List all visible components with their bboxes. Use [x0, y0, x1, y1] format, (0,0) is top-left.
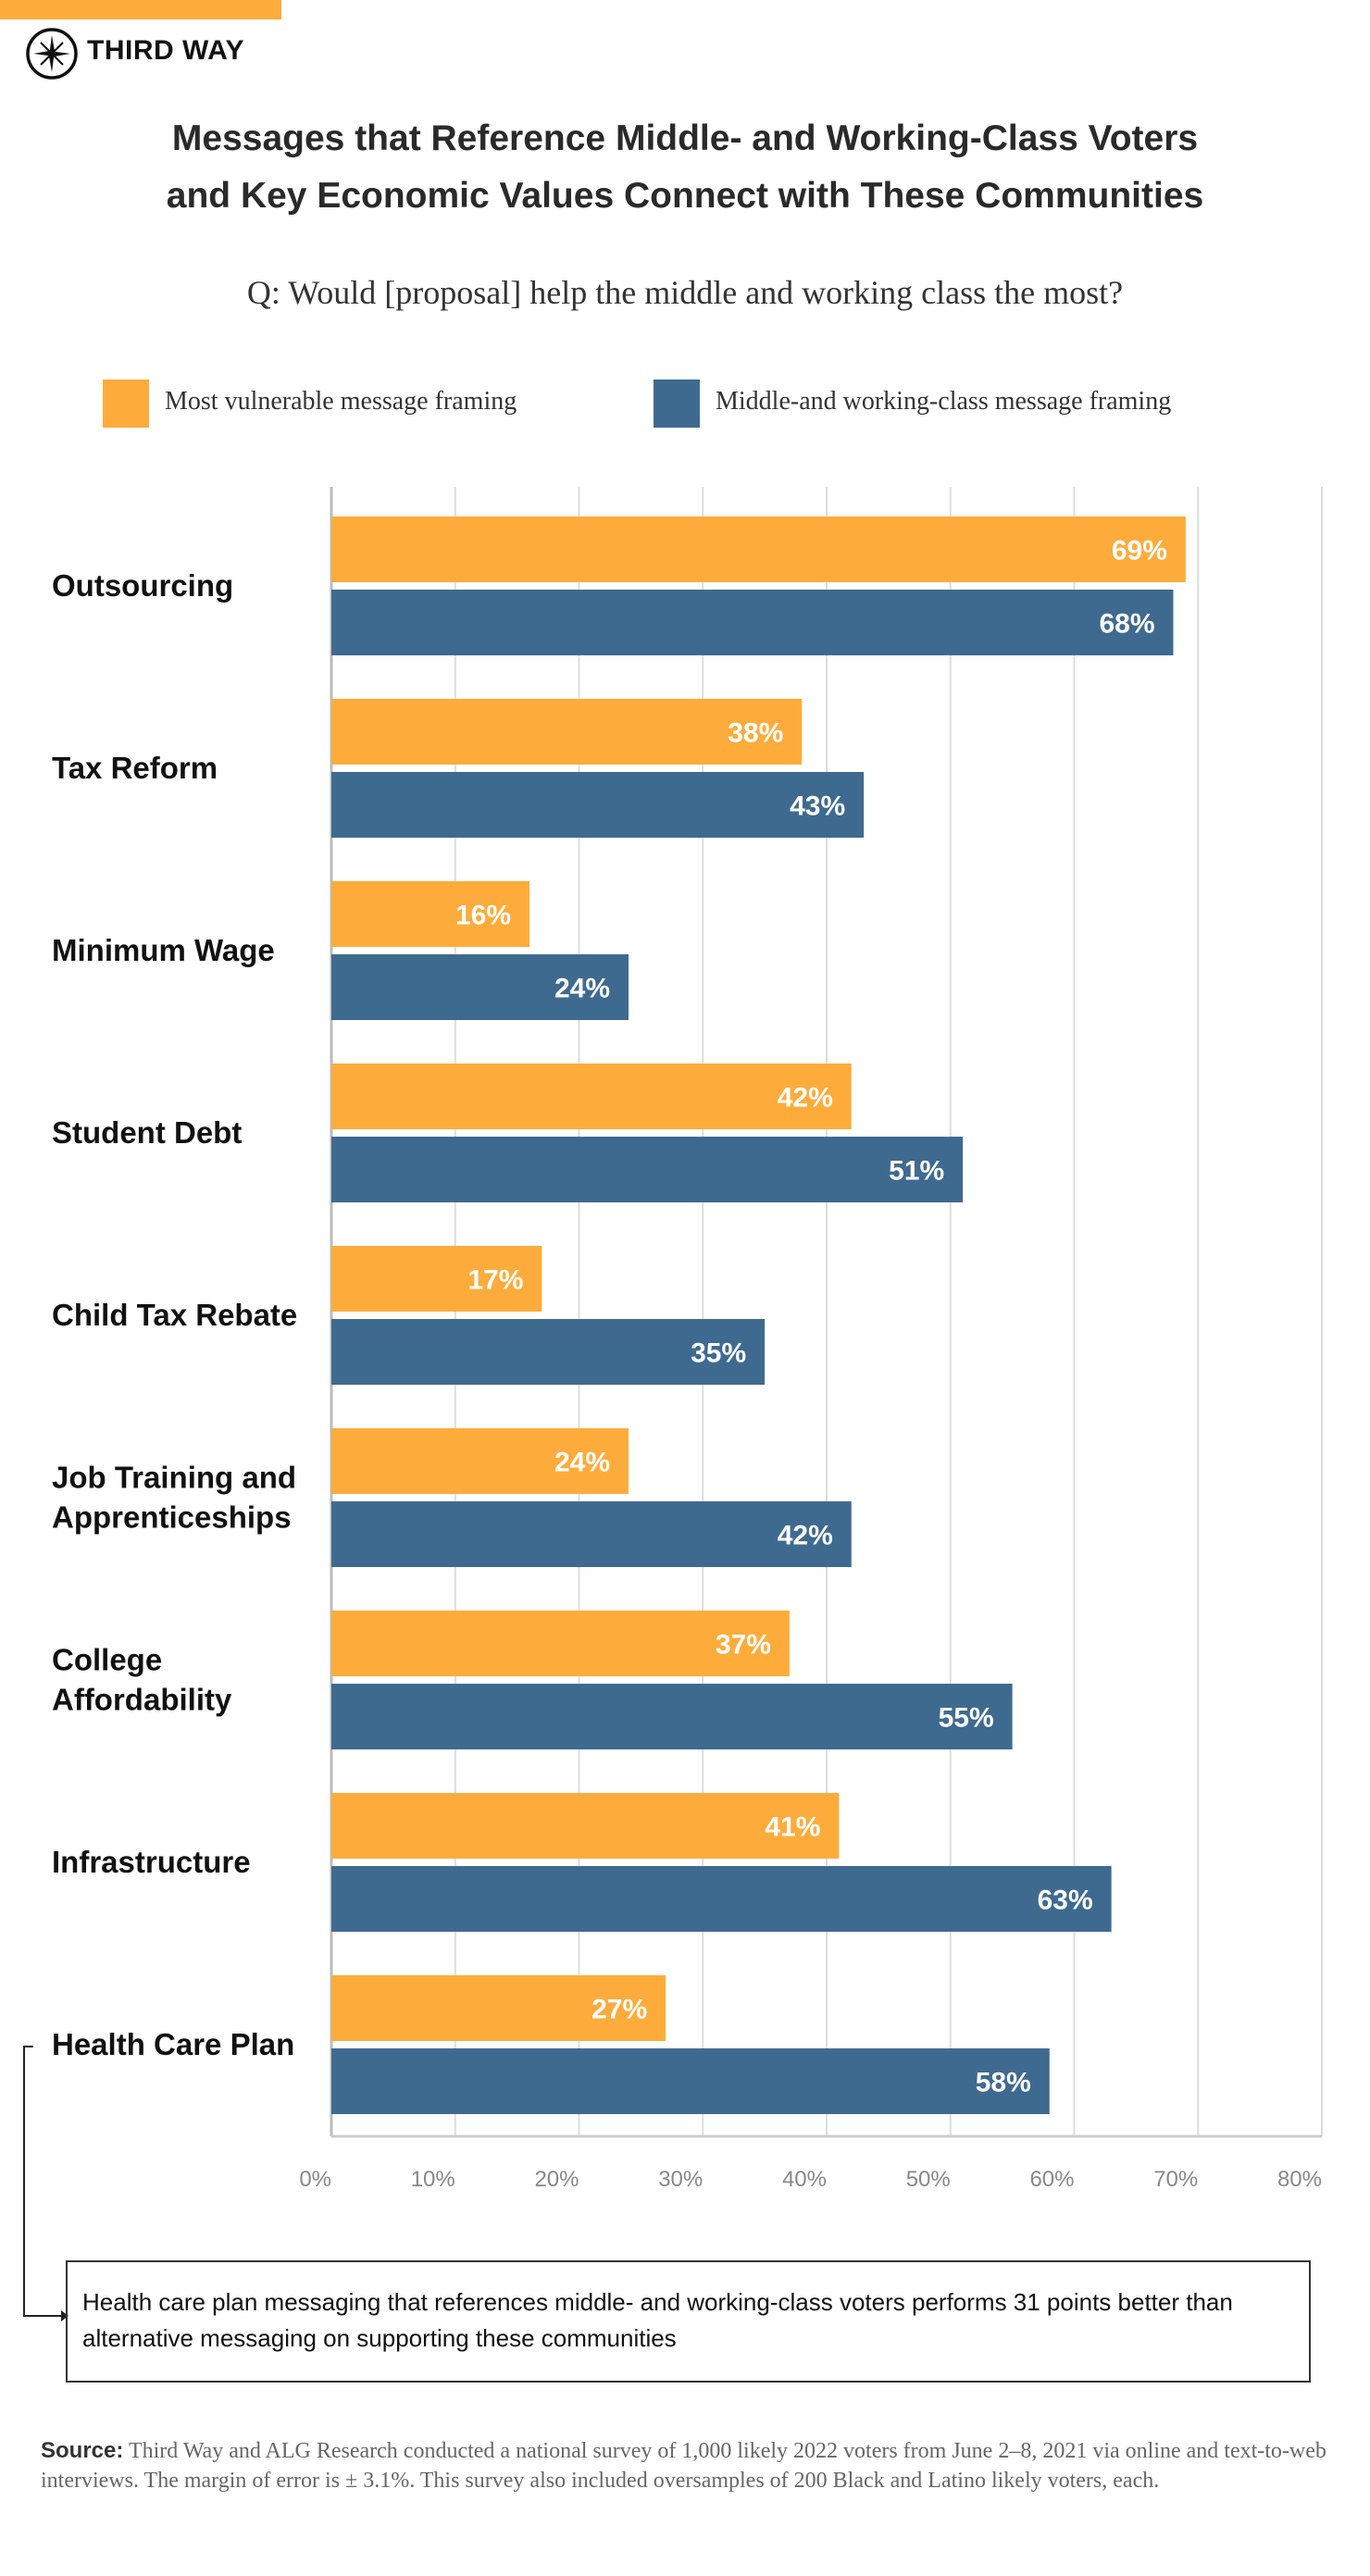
category-label: Minimum Wage: [52, 933, 275, 967]
legend-label-middle-working: Middle-and working-class message framing: [716, 387, 1172, 416]
category-label: Student Debt: [52, 1115, 242, 1150]
bar-middle-working: [331, 954, 629, 1020]
category-label: College: [52, 1643, 162, 1677]
accent-bar: [0, 0, 281, 19]
category-label: Apprenticeships: [52, 1500, 292, 1535]
chart-subtitle: Q: Would [proposal] help the middle and …: [246, 274, 1124, 311]
bar-middle-working: [331, 1866, 1112, 1932]
category-label: Outsourcing: [52, 568, 233, 603]
x-tick-label: 0%: [299, 2167, 331, 2192]
x-tick-label: 50%: [906, 2167, 951, 2192]
compass-logo-icon: [26, 28, 78, 80]
bar-value-label: 42%: [778, 1083, 833, 1114]
bar-value-label: 37%: [716, 1630, 771, 1661]
source-label: Source:: [41, 2438, 124, 2463]
bar-value-label: 41%: [765, 1812, 820, 1843]
bar-value-label: 27%: [592, 1995, 647, 2025]
bar-vulnerable: [331, 1793, 840, 1859]
bar-vulnerable: [331, 516, 1186, 582]
bar-vulnerable: [331, 1428, 629, 1494]
bar-value-label: 16%: [455, 901, 511, 931]
bar-vulnerable: [331, 699, 803, 765]
x-tick-label: 30%: [658, 2167, 703, 2192]
callout-connector-arrow-icon: [23, 2046, 68, 2321]
legend-swatch-vulnerable: [103, 380, 149, 428]
bar-value-label: 69%: [1112, 536, 1167, 566]
x-tick-label: 20%: [534, 2167, 579, 2192]
category-label: Health Care Plan: [52, 2027, 294, 2061]
bar-value-label: 58%: [976, 2068, 1031, 2098]
bar-value-label: 42%: [778, 1521, 833, 1551]
x-tick-label: 60%: [1029, 2167, 1074, 2192]
x-tick-label: 10%: [411, 2167, 455, 2192]
bar-middle-working: [331, 2048, 1050, 2114]
category-label: Child Tax Rebate: [52, 1298, 297, 1332]
bar-value-label: 68%: [1099, 609, 1154, 640]
category-label: Job Training and: [52, 1461, 296, 1495]
source-note: Source: Third Way and ALG Research condu…: [41, 2436, 1337, 2495]
category-label: Tax Reform: [52, 751, 218, 785]
bar-middle-working: [331, 772, 865, 838]
bar-value-label: 51%: [889, 1156, 944, 1187]
bar-middle-working: [331, 1684, 1013, 1749]
bar-vulnerable: [331, 1611, 790, 1676]
x-tick-label: 40%: [782, 2167, 827, 2192]
category-label: Infrastructure: [52, 1845, 251, 1879]
bar-value-label: 35%: [691, 1338, 746, 1369]
bar-vulnerable: [331, 881, 529, 947]
bar-middle-working: [331, 1319, 766, 1385]
bar-middle-working: [331, 1137, 964, 1202]
bar-chart: 0% 10% 20% 30% 40% 50% 60% 70% 80% 69% 68% Outsourc…: [52, 487, 1323, 2192]
brand-name: THIRD WAY: [87, 35, 245, 66]
legend-label-vulnerable: Most vulnerable message framing: [165, 387, 517, 416]
bar-value-label: 38%: [728, 718, 783, 749]
x-tick-label: 80%: [1277, 2167, 1322, 2192]
bar-vulnerable: [331, 1064, 852, 1129]
bar-value-label: 24%: [554, 1448, 610, 1478]
category-label: Affordability: [52, 1683, 232, 1717]
bar-middle-working: [331, 590, 1174, 655]
bar-value-label: 63%: [1038, 1885, 1093, 1916]
bar-middle-working: [331, 1501, 852, 1567]
chart-title-line-1: Messages that Reference Middle- and Work…: [171, 118, 1199, 158]
bar-vulnerable: [331, 1975, 666, 2041]
bar-value-label: 17%: [467, 1265, 523, 1296]
bar-value-label: 24%: [554, 974, 610, 1004]
source-text: Third Way and ALG Research conducted a n…: [41, 2439, 1326, 2493]
chart-title-line-2: and Key Economic Values Connect with The…: [166, 176, 1204, 216]
legend-swatch-middle-working: [654, 380, 700, 428]
bar-vulnerable: [331, 1246, 542, 1312]
bar-value-label: 55%: [939, 1703, 994, 1734]
bar-value-label: 43%: [790, 791, 845, 822]
x-tick-label: 70%: [1153, 2167, 1198, 2192]
callout-box: Health care plan messaging that referenc…: [66, 2260, 1311, 2383]
